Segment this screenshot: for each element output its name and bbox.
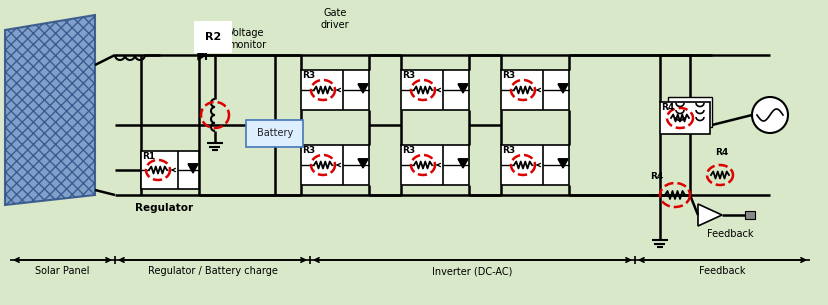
Text: R3: R3 — [301, 146, 315, 155]
Bar — [401, 70, 469, 110]
Polygon shape — [697, 204, 721, 226]
FancyBboxPatch shape — [246, 120, 303, 146]
Text: Gate
driver: Gate driver — [320, 8, 349, 30]
Text: R3: R3 — [502, 71, 514, 80]
Polygon shape — [358, 84, 368, 93]
Bar — [667, 97, 711, 127]
Bar — [401, 145, 469, 185]
Polygon shape — [5, 15, 95, 205]
Text: Voltage
monitor: Voltage monitor — [228, 28, 266, 50]
Bar — [500, 145, 568, 185]
Polygon shape — [557, 159, 567, 168]
Text: Feedback: Feedback — [706, 229, 753, 239]
Polygon shape — [188, 164, 198, 173]
Text: R4: R4 — [660, 103, 673, 112]
Polygon shape — [358, 159, 368, 168]
Text: R2: R2 — [205, 32, 221, 42]
Polygon shape — [457, 159, 468, 168]
Bar — [500, 70, 568, 110]
Text: R3: R3 — [402, 71, 415, 80]
Polygon shape — [457, 84, 468, 93]
Text: R3: R3 — [301, 71, 315, 80]
Bar — [301, 70, 368, 110]
Bar — [659, 102, 709, 134]
Text: Solar Panel: Solar Panel — [36, 266, 89, 276]
Bar — [744, 211, 754, 219]
Circle shape — [751, 97, 787, 133]
Text: Inverter (DC-AC): Inverter (DC-AC) — [431, 266, 512, 276]
Text: Regulator: Regulator — [135, 203, 193, 213]
Text: Feedback: Feedback — [698, 266, 745, 276]
Text: R3: R3 — [502, 146, 514, 155]
Text: Battery: Battery — [257, 128, 293, 138]
Bar — [141, 151, 199, 189]
Text: R4: R4 — [649, 172, 662, 181]
Polygon shape — [198, 50, 205, 60]
Polygon shape — [557, 84, 567, 93]
Text: R1: R1 — [142, 152, 155, 161]
Bar — [301, 145, 368, 185]
Text: Regulator / Battery charge: Regulator / Battery charge — [147, 266, 277, 276]
Text: R3: R3 — [402, 146, 415, 155]
Text: R4: R4 — [714, 148, 727, 157]
